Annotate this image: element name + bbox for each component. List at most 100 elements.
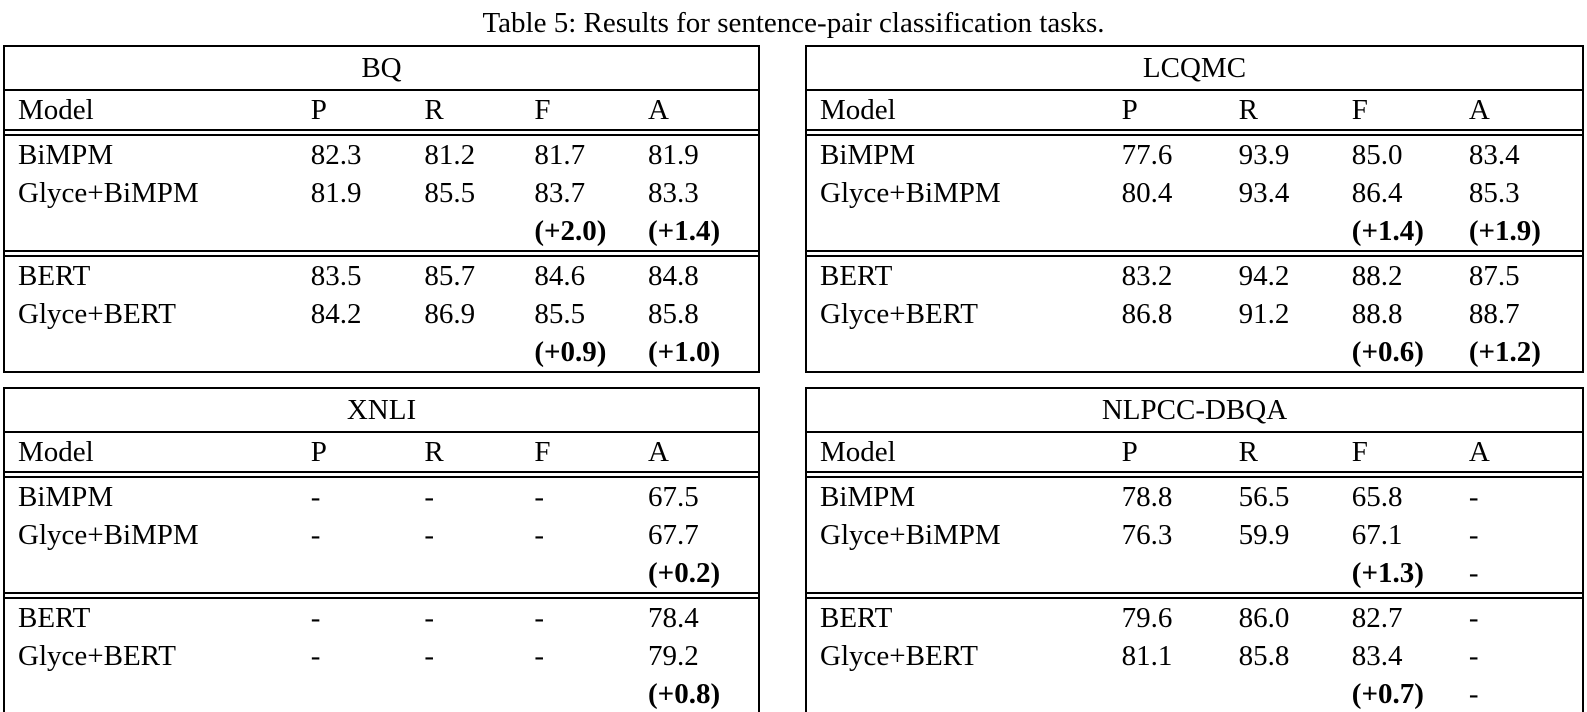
- cell-f: -: [534, 518, 544, 551]
- cell-p: 84.2: [310, 297, 362, 330]
- table-row: BERT 83.2 94.2 88.2 87.5: [807, 257, 1582, 295]
- cell-f: 85.5: [534, 297, 586, 330]
- cell-r: 94.2: [1238, 259, 1290, 292]
- table-title: XNLI: [5, 389, 758, 433]
- cell-a: (+1.0): [648, 335, 721, 368]
- cell-f: 86.4: [1351, 176, 1403, 209]
- cell-a: (+1.9): [1468, 214, 1541, 247]
- column-header-f: F: [1351, 435, 1368, 468]
- cell-f: (+1.3): [1351, 556, 1424, 589]
- cell-model: BiMPM: [820, 480, 916, 513]
- cell-model: BiMPM: [820, 138, 916, 171]
- cell-model: BERT: [18, 259, 91, 292]
- cell-p: 78.8: [1121, 480, 1173, 513]
- cell-r: 85.5: [424, 176, 476, 209]
- cell-p: -: [310, 601, 321, 634]
- cell-model: BERT: [820, 259, 893, 292]
- cell-a: -: [1468, 518, 1479, 551]
- table-row: (+1.4) (+1.9): [807, 212, 1582, 250]
- cell-a: -: [1468, 677, 1479, 710]
- cell-p: 86.8: [1121, 297, 1173, 330]
- table-row: Glyce+BiMPM - - - 67.7: [5, 516, 758, 554]
- header-row: Model P R F A: [5, 91, 758, 129]
- cell-model: Glyce+BiMPM: [18, 176, 199, 209]
- cell-a: -: [1468, 601, 1479, 634]
- cell-f: -: [534, 601, 544, 634]
- cell-f: 82.7: [1351, 601, 1403, 634]
- table-title: LCQMC: [807, 47, 1582, 91]
- cell-p: 76.3: [1121, 518, 1173, 551]
- table-title: NLPCC-DBQA: [807, 389, 1582, 433]
- cell-f: 83.7: [534, 176, 586, 209]
- column-header-a: A: [1468, 93, 1490, 126]
- cell-f: 65.8: [1351, 480, 1403, 513]
- column-header-p: P: [1121, 93, 1138, 126]
- cell-r: 81.2: [424, 138, 476, 171]
- cell-a: 79.2: [648, 639, 699, 672]
- cell-model: BiMPM: [18, 138, 114, 171]
- double-rule: [807, 471, 1582, 478]
- cell-r: 85.8: [1238, 639, 1290, 672]
- table-row: (+2.0) (+1.4): [5, 212, 758, 250]
- column-header-f: F: [534, 435, 551, 468]
- double-rule: [5, 592, 758, 599]
- cell-r: 59.9: [1238, 518, 1290, 551]
- double-rule: [807, 129, 1582, 136]
- cell-r: 86.0: [1238, 601, 1290, 634]
- column-header-r: R: [1238, 435, 1258, 468]
- cell-f: 81.7: [534, 138, 586, 171]
- cell-f: 85.0: [1351, 138, 1403, 171]
- cell-a: 88.7: [1468, 297, 1520, 330]
- column-header-a: A: [1468, 435, 1490, 468]
- double-rule: [807, 592, 1582, 599]
- table-row: Glyce+BERT 81.1 85.8 83.4 -: [807, 637, 1582, 675]
- column-header-r: R: [424, 435, 444, 468]
- cell-a: 78.4: [648, 601, 699, 634]
- cell-f: -: [534, 639, 544, 672]
- column-header-r: R: [424, 93, 444, 126]
- cell-a: 83.3: [648, 176, 699, 209]
- cell-p: 77.6: [1121, 138, 1173, 171]
- cell-a: 83.4: [1468, 138, 1520, 171]
- cell-p: 80.4: [1121, 176, 1173, 209]
- cell-r: -: [424, 601, 435, 634]
- double-rule: [5, 250, 758, 257]
- column-header-p: P: [310, 435, 327, 468]
- header-row: Model P R F A: [807, 433, 1582, 471]
- table-row: Glyce+BERT - - - 79.2: [5, 637, 758, 675]
- cell-p: -: [310, 480, 321, 513]
- column-header-model: Model: [18, 435, 94, 468]
- cell-a: (+1.4): [648, 214, 721, 247]
- table-caption: Table 5: Results for sentence-pair class…: [482, 7, 1105, 39]
- cell-p: 79.6: [1121, 601, 1173, 634]
- cell-f: (+0.6): [1351, 335, 1424, 368]
- cell-r: 56.5: [1238, 480, 1290, 513]
- table-row: BiMPM - - - 67.5: [5, 478, 758, 516]
- cell-a: 85.8: [648, 297, 699, 330]
- table-row: (+0.8): [5, 675, 758, 712]
- cell-a: -: [1468, 556, 1479, 589]
- table-row: (+0.7) -: [807, 675, 1582, 712]
- cell-model: Glyce+BERT: [18, 297, 176, 330]
- column-header-model: Model: [820, 93, 896, 126]
- cell-p: 83.5: [310, 259, 362, 292]
- cell-a: 84.8: [648, 259, 699, 292]
- double-rule: [5, 471, 758, 478]
- header-row: Model P R F A: [807, 91, 1582, 129]
- table-row: Glyce+BiMPM 81.9 85.5 83.7 83.3: [5, 174, 758, 212]
- cell-r: -: [424, 480, 435, 513]
- cell-model: BiMPM: [18, 480, 114, 513]
- table-row: BERT - - - 78.4: [5, 599, 758, 637]
- column-header-f: F: [534, 93, 551, 126]
- table-row: Glyce+BiMPM 80.4 93.4 86.4 85.3: [807, 174, 1582, 212]
- cell-p: 81.1: [1121, 639, 1173, 672]
- double-rule: [5, 129, 758, 136]
- column-header-model: Model: [18, 93, 94, 126]
- cell-r: 93.4: [1238, 176, 1290, 209]
- cell-model: Glyce+BiMPM: [820, 176, 1001, 209]
- cell-a: 81.9: [648, 138, 699, 171]
- cell-model: Glyce+BiMPM: [18, 518, 199, 551]
- cell-a: (+0.2): [648, 556, 721, 589]
- table-title: BQ: [5, 47, 758, 91]
- cell-model: Glyce+BiMPM: [820, 518, 1001, 551]
